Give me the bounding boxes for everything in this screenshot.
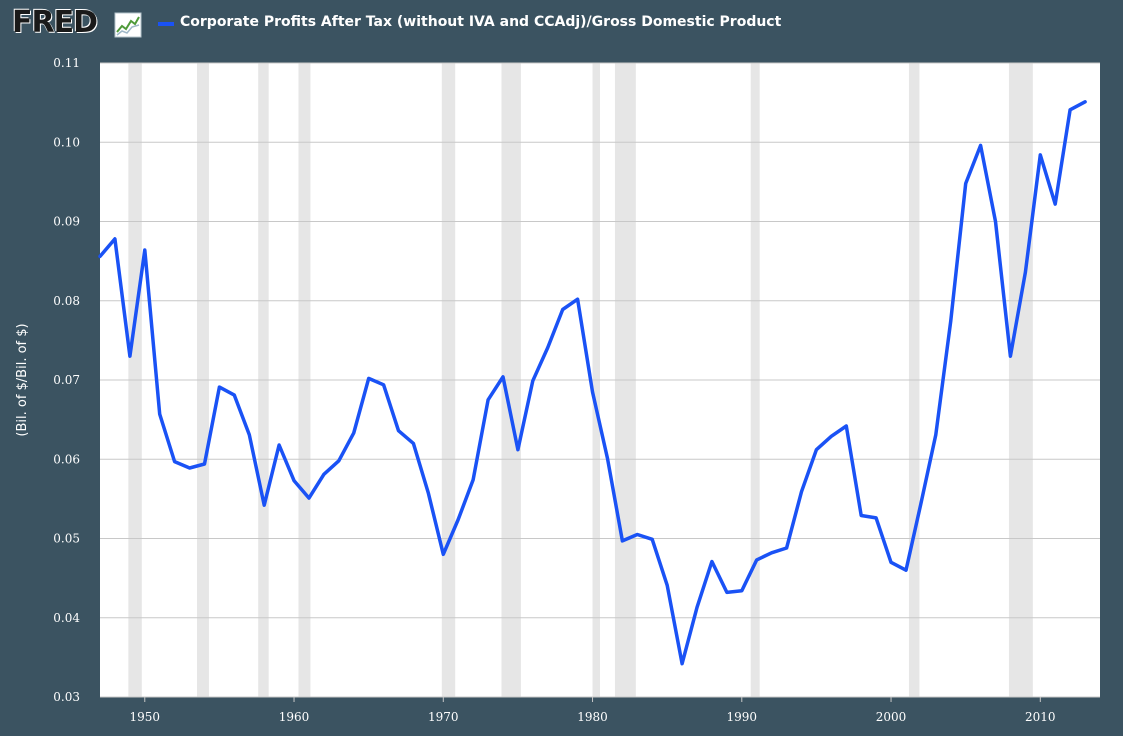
legend-swatch — [158, 22, 174, 26]
line-chart-icon — [114, 12, 142, 38]
y-tick-label: 0.05 — [53, 532, 80, 546]
series-line — [98, 100, 1087, 666]
y-tick-label: 0.06 — [53, 452, 80, 466]
x-tick-label: 1950 — [130, 710, 161, 724]
x-tick-label: 1970 — [428, 710, 459, 724]
x-tick-label: 1980 — [577, 710, 608, 724]
y-tick-label: 0.09 — [53, 215, 80, 229]
chart-header: FRED Corporate Profits After Tax (withou… — [0, 0, 1123, 50]
y-tick-label: 0.07 — [53, 373, 80, 387]
x-tick-label: 2000 — [876, 710, 907, 724]
fred-logo[interactable]: FRED — [12, 5, 98, 40]
y-tick-label: 0.11 — [53, 56, 80, 70]
y-tick-label: 0.03 — [53, 690, 80, 704]
legend-label: Corporate Profits After Tax (without IVA… — [180, 14, 782, 30]
gridlines — [100, 62, 1100, 698]
x-tick-label: 1960 — [279, 710, 310, 724]
y-axis-label: (Bil. of $/Bil. of $) — [15, 323, 30, 436]
y-tick-label: 0.08 — [53, 294, 80, 308]
x-axis: 1950 1960 1970 1980 1990 2000 2010 — [130, 697, 1056, 724]
x-tick-label: 1990 — [727, 710, 758, 724]
y-axis: 0.03 0.04 0.05 0.06 0.07 0.08 0.09 0.10 0.11 — [53, 56, 80, 704]
y-tick-label: 0.10 — [53, 135, 80, 149]
y-tick-label: 0.04 — [53, 611, 80, 625]
x-tick-label: 2010 — [1025, 710, 1056, 724]
